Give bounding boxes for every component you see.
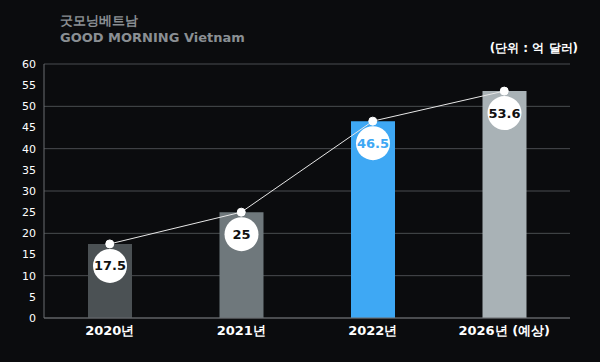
svg-text:30: 30 bbox=[22, 185, 36, 198]
svg-text:55: 55 bbox=[22, 79, 36, 92]
svg-text:0: 0 bbox=[29, 312, 36, 325]
html-text:GOOD MORNING Vietnam: GOOD MORNING Vietnam bbox=[60, 30, 245, 45]
svg-text:2020년: 2020년 bbox=[85, 323, 134, 338]
svg-text:5: 5 bbox=[29, 291, 36, 304]
svg-text:2022년: 2022년 bbox=[348, 323, 397, 338]
svg-text:46.5: 46.5 bbox=[357, 136, 389, 151]
svg-text:10: 10 bbox=[22, 270, 36, 283]
svg-text:2026년 (예상): 2026년 (예상) bbox=[458, 323, 550, 338]
html-text:(단위 : 억 달러): (단위 : 억 달러) bbox=[489, 41, 578, 55]
svg-text:40: 40 bbox=[22, 143, 36, 156]
svg-text:25: 25 bbox=[232, 227, 250, 242]
svg-text:2021년: 2021년 bbox=[217, 323, 266, 338]
svg-text:25: 25 bbox=[22, 206, 36, 219]
svg-text:15: 15 bbox=[22, 248, 36, 261]
svg-text:20: 20 bbox=[22, 227, 36, 240]
svg-text:35: 35 bbox=[22, 164, 36, 177]
svg-text:45: 45 bbox=[22, 121, 36, 134]
svg-text:50: 50 bbox=[22, 100, 36, 113]
svg-text:60: 60 bbox=[22, 58, 36, 71]
svg-text:17.5: 17.5 bbox=[94, 258, 126, 273]
svg-text:53.6: 53.6 bbox=[488, 106, 520, 121]
html-text:굿모닝베트남: 굿모닝베트남 bbox=[60, 13, 138, 28]
